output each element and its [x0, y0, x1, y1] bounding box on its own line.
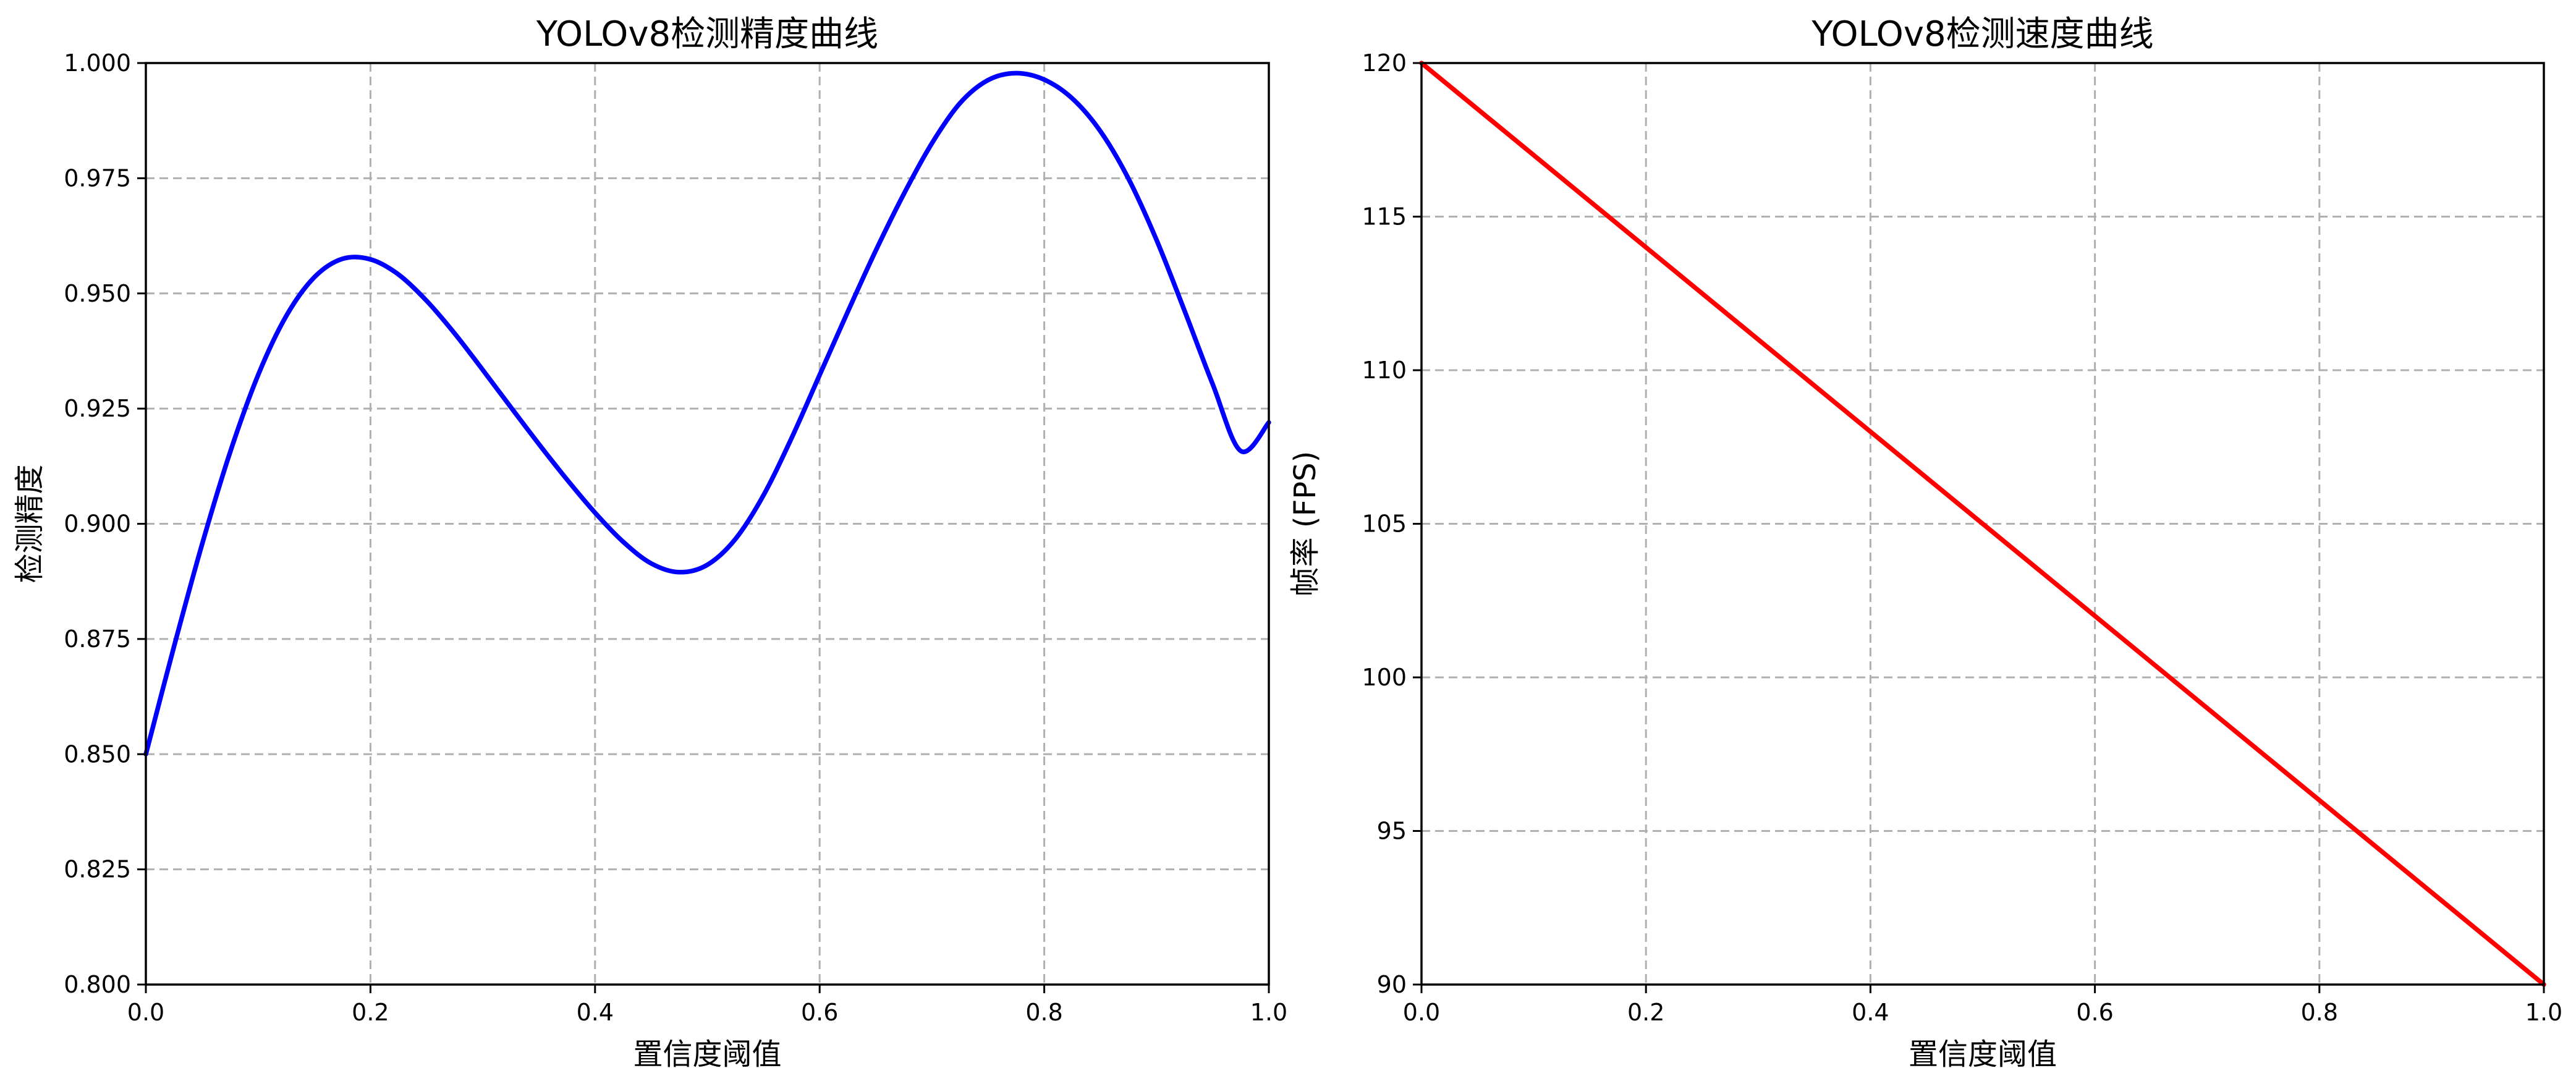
speed-y-tick-label-6: 120	[1362, 49, 1407, 77]
speed-y-tick-label-1: 95	[1377, 818, 1407, 845]
speed-series-line	[1419, 61, 2546, 987]
accuracy-y-axis-label: 检测精度	[12, 464, 47, 583]
speed-ticks: 0.0 0.2 0.4 0.6 0.8 1.0 90 95 100 105 110 115 120	[1362, 49, 2562, 1026]
accuracy-chart: 0.0 0.2 0.4 0.6 0.8 1.0 0.800 0.825 0.850 0.875 0.…	[12, 14, 1287, 1072]
accuracy-x-tick-label-4: 0.8	[1025, 999, 1062, 1026]
speed-x-tick-label-0: 0.0	[1403, 999, 1440, 1026]
accuracy-y-tick-label-0: 0.800	[64, 971, 131, 998]
speed-x-tick-label-5: 1.0	[2525, 999, 2562, 1026]
speed-chart-title: YOLOv8检测速度曲线	[1811, 14, 2153, 54]
speed-y-tick-label-3: 105	[1362, 511, 1407, 538]
accuracy-y-tick-label-6: 0.950	[64, 280, 131, 307]
accuracy-x-tick-label-1: 0.2	[352, 999, 389, 1026]
accuracy-y-tick-label-7: 0.975	[64, 164, 131, 192]
speed-y-tick-label-4: 110	[1362, 357, 1407, 384]
speed-x-tick-label-3: 0.6	[2076, 999, 2113, 1026]
accuracy-x-tick-label-3: 0.6	[801, 999, 838, 1026]
accuracy-x-axis-label: 置信度阈值	[633, 1037, 781, 1072]
accuracy-chart-title: YOLOv8检测精度曲线	[536, 14, 878, 54]
accuracy-y-tick-label-1: 0.825	[64, 856, 131, 883]
speed-x-tick-label-2: 0.4	[1852, 999, 1889, 1026]
speed-y-tick-label-5: 115	[1362, 203, 1407, 231]
accuracy-series-line	[143, 70, 1271, 756]
accuracy-y-tick-label-3: 0.875	[64, 625, 131, 653]
accuracy-x-tick-label-0: 0.0	[127, 999, 164, 1026]
accuracy-x-tick-label-5: 1.0	[1250, 999, 1287, 1026]
speed-x-tick-label-1: 0.2	[1627, 999, 1664, 1026]
accuracy-y-tick-label-5: 0.925	[64, 395, 131, 422]
speed-x-tick-label-4: 0.8	[2301, 999, 2338, 1026]
accuracy-ticks: 0.0 0.2 0.4 0.6 0.8 1.0 0.800 0.825 0.850 0.875 0.…	[64, 49, 1287, 1026]
accuracy-y-tick-label-4: 0.900	[64, 511, 131, 538]
accuracy-y-tick-label-8: 1.000	[64, 49, 131, 77]
accuracy-x-tick-label-2: 0.4	[577, 999, 614, 1026]
accuracy-y-tick-label-2: 0.850	[64, 740, 131, 768]
speed-y-tick-label-2: 100	[1362, 664, 1407, 691]
speed-y-axis-label: 帧率 (FPS)	[1288, 451, 1323, 597]
speed-chart: 0.0 0.2 0.4 0.6 0.8 1.0 90 95 100 105 110 115 120 YO…	[1288, 14, 2562, 1072]
speed-y-tick-label-0: 90	[1377, 971, 1407, 998]
speed-x-axis-label: 置信度阈值	[1909, 1037, 2057, 1072]
